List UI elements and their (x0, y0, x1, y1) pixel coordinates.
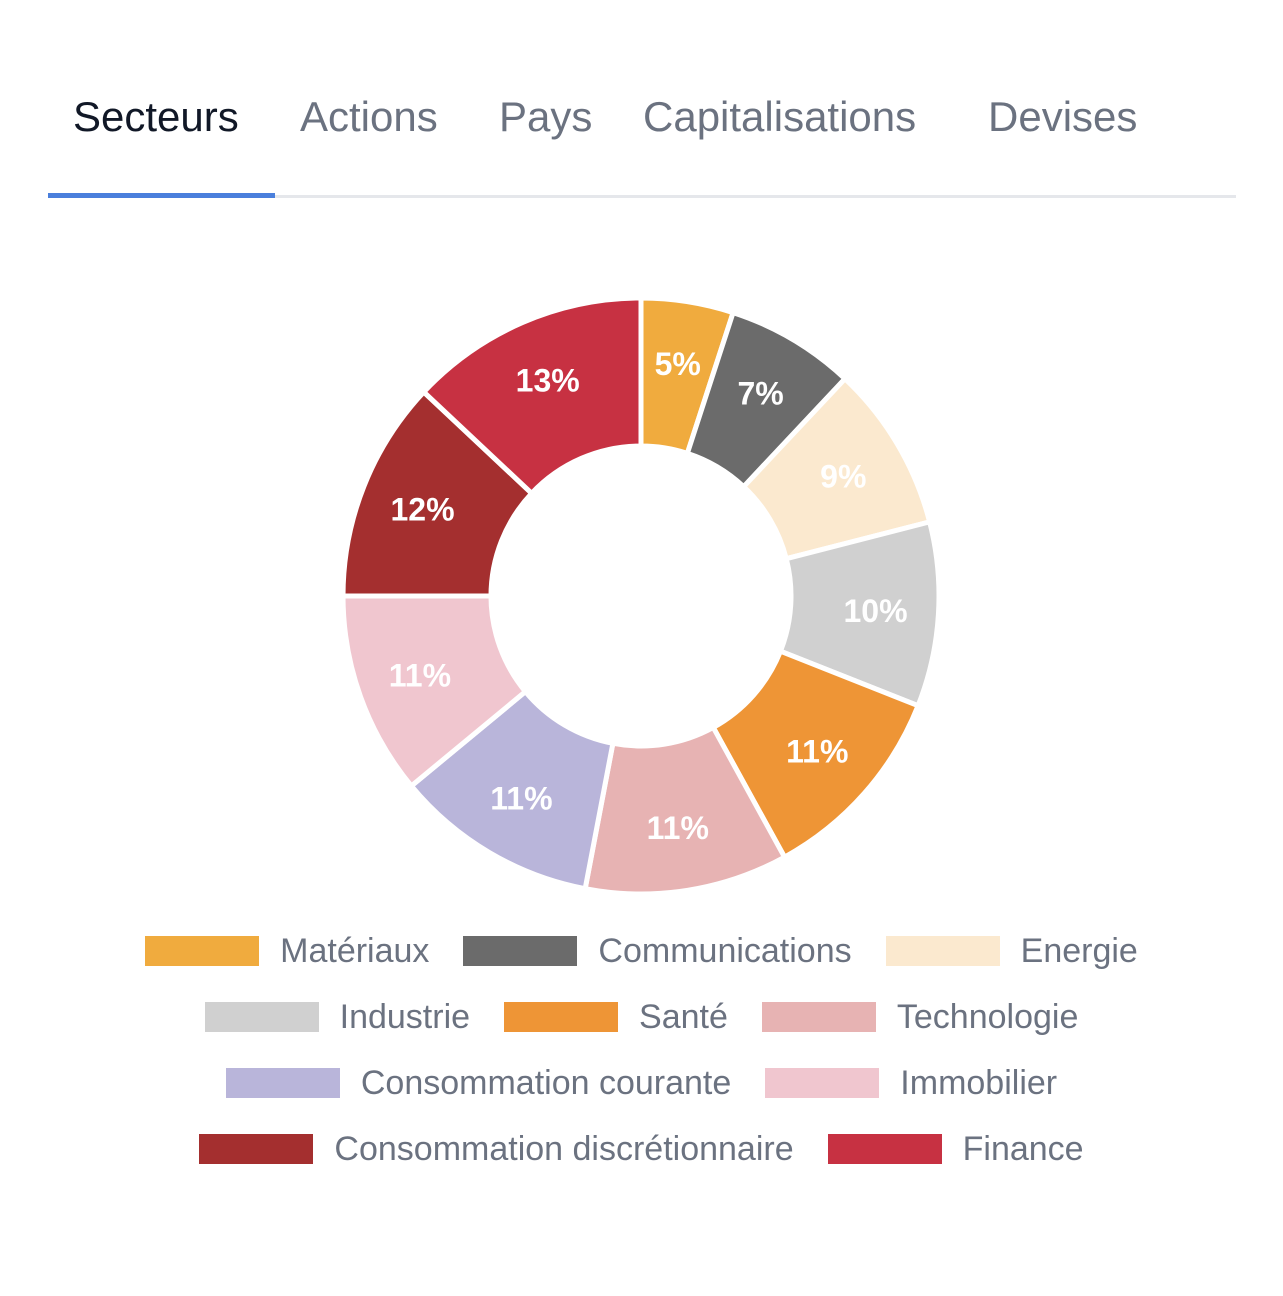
legend-swatch (504, 1002, 619, 1032)
slice-value-label-3: 9% (820, 458, 866, 494)
legend-item-sante[interactable]: Santé (504, 997, 728, 1037)
legend-item-consommation-courante[interactable]: Consommation courante (225, 1063, 732, 1103)
legend-label: Technologie (896, 998, 1079, 1036)
legend-item-finance[interactable]: Finance (827, 1129, 1084, 1169)
legend-swatch (765, 1068, 880, 1098)
legend-label: Consommation discrétionnaire (334, 1130, 794, 1168)
sector-donut-chart: 5% 7% 9% 10% 11% 11% 11% 11% 12% 13% (340, 295, 942, 897)
legend-label: Finance (962, 1130, 1084, 1168)
legend-label: Matériaux (280, 932, 430, 970)
slice-value-label-6: 11% (647, 810, 709, 846)
legend-item-consommation-discretionnaire[interactable]: Consommation discrétionnaire (199, 1129, 794, 1169)
legend-item-industrie[interactable]: Industrie (204, 997, 471, 1037)
legend-row: Matériaux Communications Energie (0, 918, 1283, 984)
tab-actions[interactable]: Actions (300, 93, 438, 140)
legend-row: Consommation discrétionnaire Finance (0, 1116, 1283, 1182)
legend-label: Santé (639, 998, 728, 1036)
legend-label: Industrie (339, 998, 471, 1036)
donut-slice-labels: 5% 7% 9% 10% 11% 11% 11% 11% 12% 13% (389, 346, 908, 846)
slice-value-label-1: 5% (655, 346, 701, 382)
chart-legend: Matériaux Communications Energie Industr… (0, 918, 1283, 1182)
legend-swatch (145, 936, 260, 966)
legend-label: Communications (598, 932, 852, 970)
legend-row: Industrie Santé Technologie (0, 984, 1283, 1050)
slice-value-label-9: 12% (390, 491, 454, 527)
slice-value-label-8: 11% (389, 658, 451, 694)
legend-item-materiaux[interactable]: Matériaux (145, 931, 429, 971)
legend-item-immobilier[interactable]: Immobilier (765, 1063, 1057, 1103)
legend-swatch (204, 1002, 319, 1032)
donut-slice-10[interactable] (421, 295, 644, 496)
active-tab-indicator (48, 193, 275, 198)
legend-row: Consommation courante Immobilier (0, 1050, 1283, 1116)
legend-swatch (885, 936, 1000, 966)
legend-item-energie[interactable]: Energie (885, 931, 1138, 971)
slice-value-label-7: 11% (490, 780, 552, 816)
slice-value-label-2: 7% (737, 376, 783, 412)
legend-label: Energie (1020, 932, 1138, 970)
tab-bar: Secteurs Actions Pays Capitalisations De… (48, 0, 1236, 198)
slice-value-label-10: 13% (516, 362, 580, 398)
legend-item-technologie[interactable]: Technologie (761, 997, 1079, 1037)
tab-pays[interactable]: Pays (499, 93, 593, 140)
slice-value-label-5: 11% (786, 733, 848, 769)
slice-value-label-4: 10% (844, 593, 908, 629)
tab-secteurs[interactable]: Secteurs (73, 93, 239, 140)
donut-slices (340, 295, 942, 897)
legend-swatch (199, 1134, 314, 1164)
tab-devises[interactable]: Devises (988, 93, 1138, 140)
legend-swatch (225, 1068, 340, 1098)
legend-label: Consommation courante (360, 1064, 732, 1102)
legend-swatch (463, 936, 578, 966)
legend-label: Immobilier (900, 1064, 1058, 1102)
legend-swatch (761, 1002, 876, 1032)
legend-item-communications[interactable]: Communications (463, 931, 852, 971)
legend-swatch (827, 1134, 942, 1164)
tab-capitalisations[interactable]: Capitalisations (643, 93, 917, 140)
